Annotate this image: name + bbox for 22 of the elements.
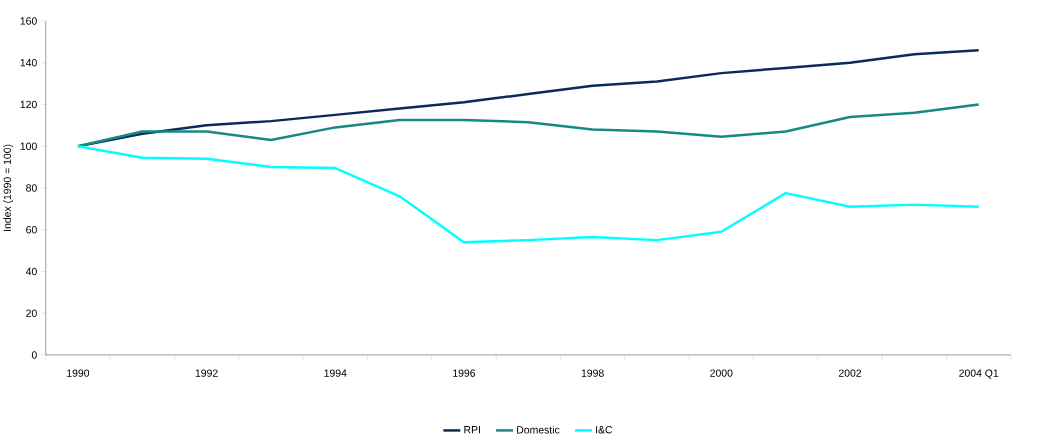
x-tick-label: 1998 — [581, 369, 604, 377]
legend-label: RPI — [464, 426, 480, 434]
y-axis-title: Index (1990 = 100) — [3, 144, 14, 231]
y-tick-label: 120 — [20, 100, 37, 109]
y-tick-label: 0 — [31, 351, 37, 359]
y-tick-label: 60 — [26, 226, 37, 234]
y-tick-label: 40 — [25, 267, 37, 276]
legend-label: Domestic — [517, 425, 560, 434]
y-tick-label: 20 — [26, 309, 37, 317]
x-tick-label: 1990 — [67, 369, 90, 377]
legend-label: I&C — [596, 426, 613, 434]
y-tick-label: 80 — [26, 184, 37, 192]
y-tick-label: 100 — [20, 142, 37, 150]
x-tick-label: 2002 — [838, 369, 862, 377]
x-tick-label: 1992 — [195, 369, 218, 377]
x-tick-label: 2000 — [710, 369, 733, 377]
line-series — [76, 144, 980, 244]
x-tick-label: 1996 — [453, 369, 476, 377]
y-tick-label: 140 — [20, 59, 37, 67]
y-tick-label: 160 — [20, 17, 37, 25]
x-tick-label: 2004 Q1 — [959, 369, 999, 379]
x-tick-label: 1994 — [324, 369, 347, 377]
